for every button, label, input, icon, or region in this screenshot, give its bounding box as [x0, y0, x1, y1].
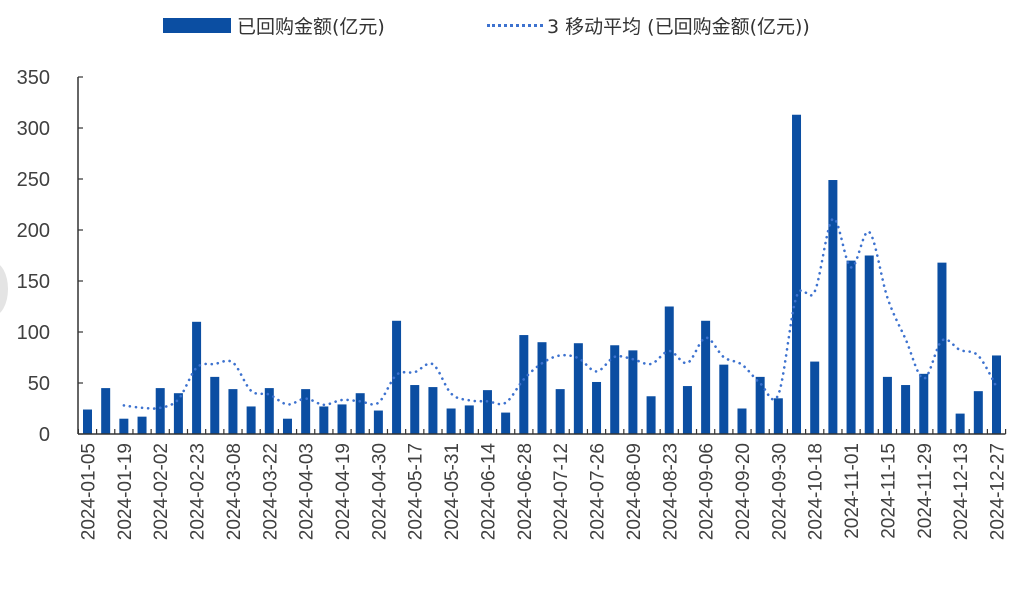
bar [264, 388, 274, 434]
x-tick-label: 2024-11-01 [842, 443, 863, 539]
x-tick-label: 2024-09-20 [733, 443, 754, 540]
bar [882, 376, 892, 434]
x-tick-label: 2024-08-09 [624, 443, 645, 540]
x-tick-label: 2024-04-03 [297, 443, 318, 540]
bar [901, 385, 911, 434]
x-tick-label: 2024-01-05 [79, 443, 100, 540]
bar [210, 376, 220, 434]
y-tick-label: 50 [28, 373, 50, 395]
x-tick-label: 2024-05-31 [442, 443, 463, 540]
x-tick-label: 2024-02-02 [151, 443, 172, 540]
bar [446, 408, 456, 434]
bar [501, 412, 511, 434]
legend-item-moving-average: 3 移动平均 (已回购金额(亿元)) [487, 10, 810, 40]
legend-dotted-line-icon [487, 23, 543, 27]
bar [519, 335, 529, 434]
bar [646, 396, 656, 434]
x-tick-label: 2024-05-17 [406, 443, 427, 540]
bar [355, 393, 365, 434]
bar [464, 405, 474, 434]
x-tick-label: 2024-02-23 [188, 443, 209, 540]
bar [101, 388, 111, 434]
bar [228, 389, 238, 434]
y-tick-label: 100 [17, 322, 50, 344]
bar [246, 406, 256, 434]
bar [573, 343, 583, 434]
legend-item-bars: 已回购金额(亿元) [163, 10, 385, 40]
x-tick-label: 2024-12-13 [951, 443, 972, 540]
bar [537, 342, 547, 434]
bar [301, 389, 311, 434]
edge-circle-decoration [0, 262, 8, 316]
legend-bar-label: 已回购金额(亿元) [237, 15, 385, 38]
bar [173, 393, 183, 434]
bar [737, 408, 747, 434]
legend-bar-swatch-icon [163, 17, 231, 33]
moving-average-line [122, 217, 998, 410]
bar [846, 260, 856, 434]
y-tick-label: 350 [17, 67, 50, 89]
y-tick-label: 250 [17, 169, 50, 191]
x-tick-label: 2024-10-18 [806, 443, 827, 540]
x-tick-label: 2024-11-29 [915, 443, 936, 539]
bar [192, 321, 202, 434]
x-tick-label: 2024-03-08 [224, 443, 245, 540]
bar [119, 418, 129, 434]
x-tick-label: 2024-07-26 [588, 443, 609, 540]
x-tick-label: 2024-12-27 [988, 443, 1009, 540]
legend-line-label: 3 移动平均 (已回购金额(亿元)) [547, 15, 810, 38]
x-tick-label: 2024-03-22 [260, 443, 281, 540]
x-tick-label: 2024-01-19 [115, 443, 136, 540]
bar [919, 373, 929, 434]
y-tick-label: 150 [17, 271, 50, 293]
x-tick-label: 2024-07-12 [551, 443, 572, 540]
bar [973, 391, 983, 434]
legend: 已回购金额(亿元) 3 移动平均 (已回购金额(亿元)) [0, 10, 1032, 40]
bar [701, 320, 711, 434]
bar [137, 416, 147, 434]
bar [410, 385, 420, 434]
bar [792, 114, 802, 435]
bar [955, 413, 965, 434]
bar [828, 180, 838, 434]
x-tick-label: 2024-08-23 [660, 443, 681, 540]
bar [482, 390, 492, 434]
y-tick-label: 300 [17, 118, 50, 140]
bar [864, 255, 874, 434]
bar [83, 409, 92, 434]
bar [337, 404, 347, 434]
bar [755, 376, 765, 434]
bar [428, 387, 438, 434]
x-tick-label: 2024-04-30 [369, 443, 390, 540]
bar [592, 381, 602, 434]
bar [373, 410, 383, 434]
x-tick-label: 2024-11-15 [878, 443, 899, 539]
bar [610, 345, 620, 434]
bar [992, 355, 1001, 434]
bar [719, 364, 729, 434]
x-tick-label: 2024-06-28 [515, 443, 536, 540]
bar [282, 418, 292, 434]
bar [773, 398, 783, 434]
x-tick-label: 2024-09-06 [697, 443, 718, 540]
bar [682, 386, 692, 434]
bar [155, 388, 165, 434]
bar [810, 361, 820, 434]
x-tick-label: 2024-06-14 [478, 443, 499, 541]
bar [937, 262, 947, 434]
bar [628, 350, 638, 434]
bar [555, 389, 565, 434]
bar [664, 306, 674, 434]
y-tick-label: 200 [17, 220, 50, 242]
y-tick-label: 0 [39, 424, 50, 446]
x-tick-label: 2024-09-30 [769, 443, 790, 540]
bar [319, 406, 329, 434]
bar [392, 320, 402, 434]
x-tick-label: 2024-04-19 [333, 443, 354, 540]
